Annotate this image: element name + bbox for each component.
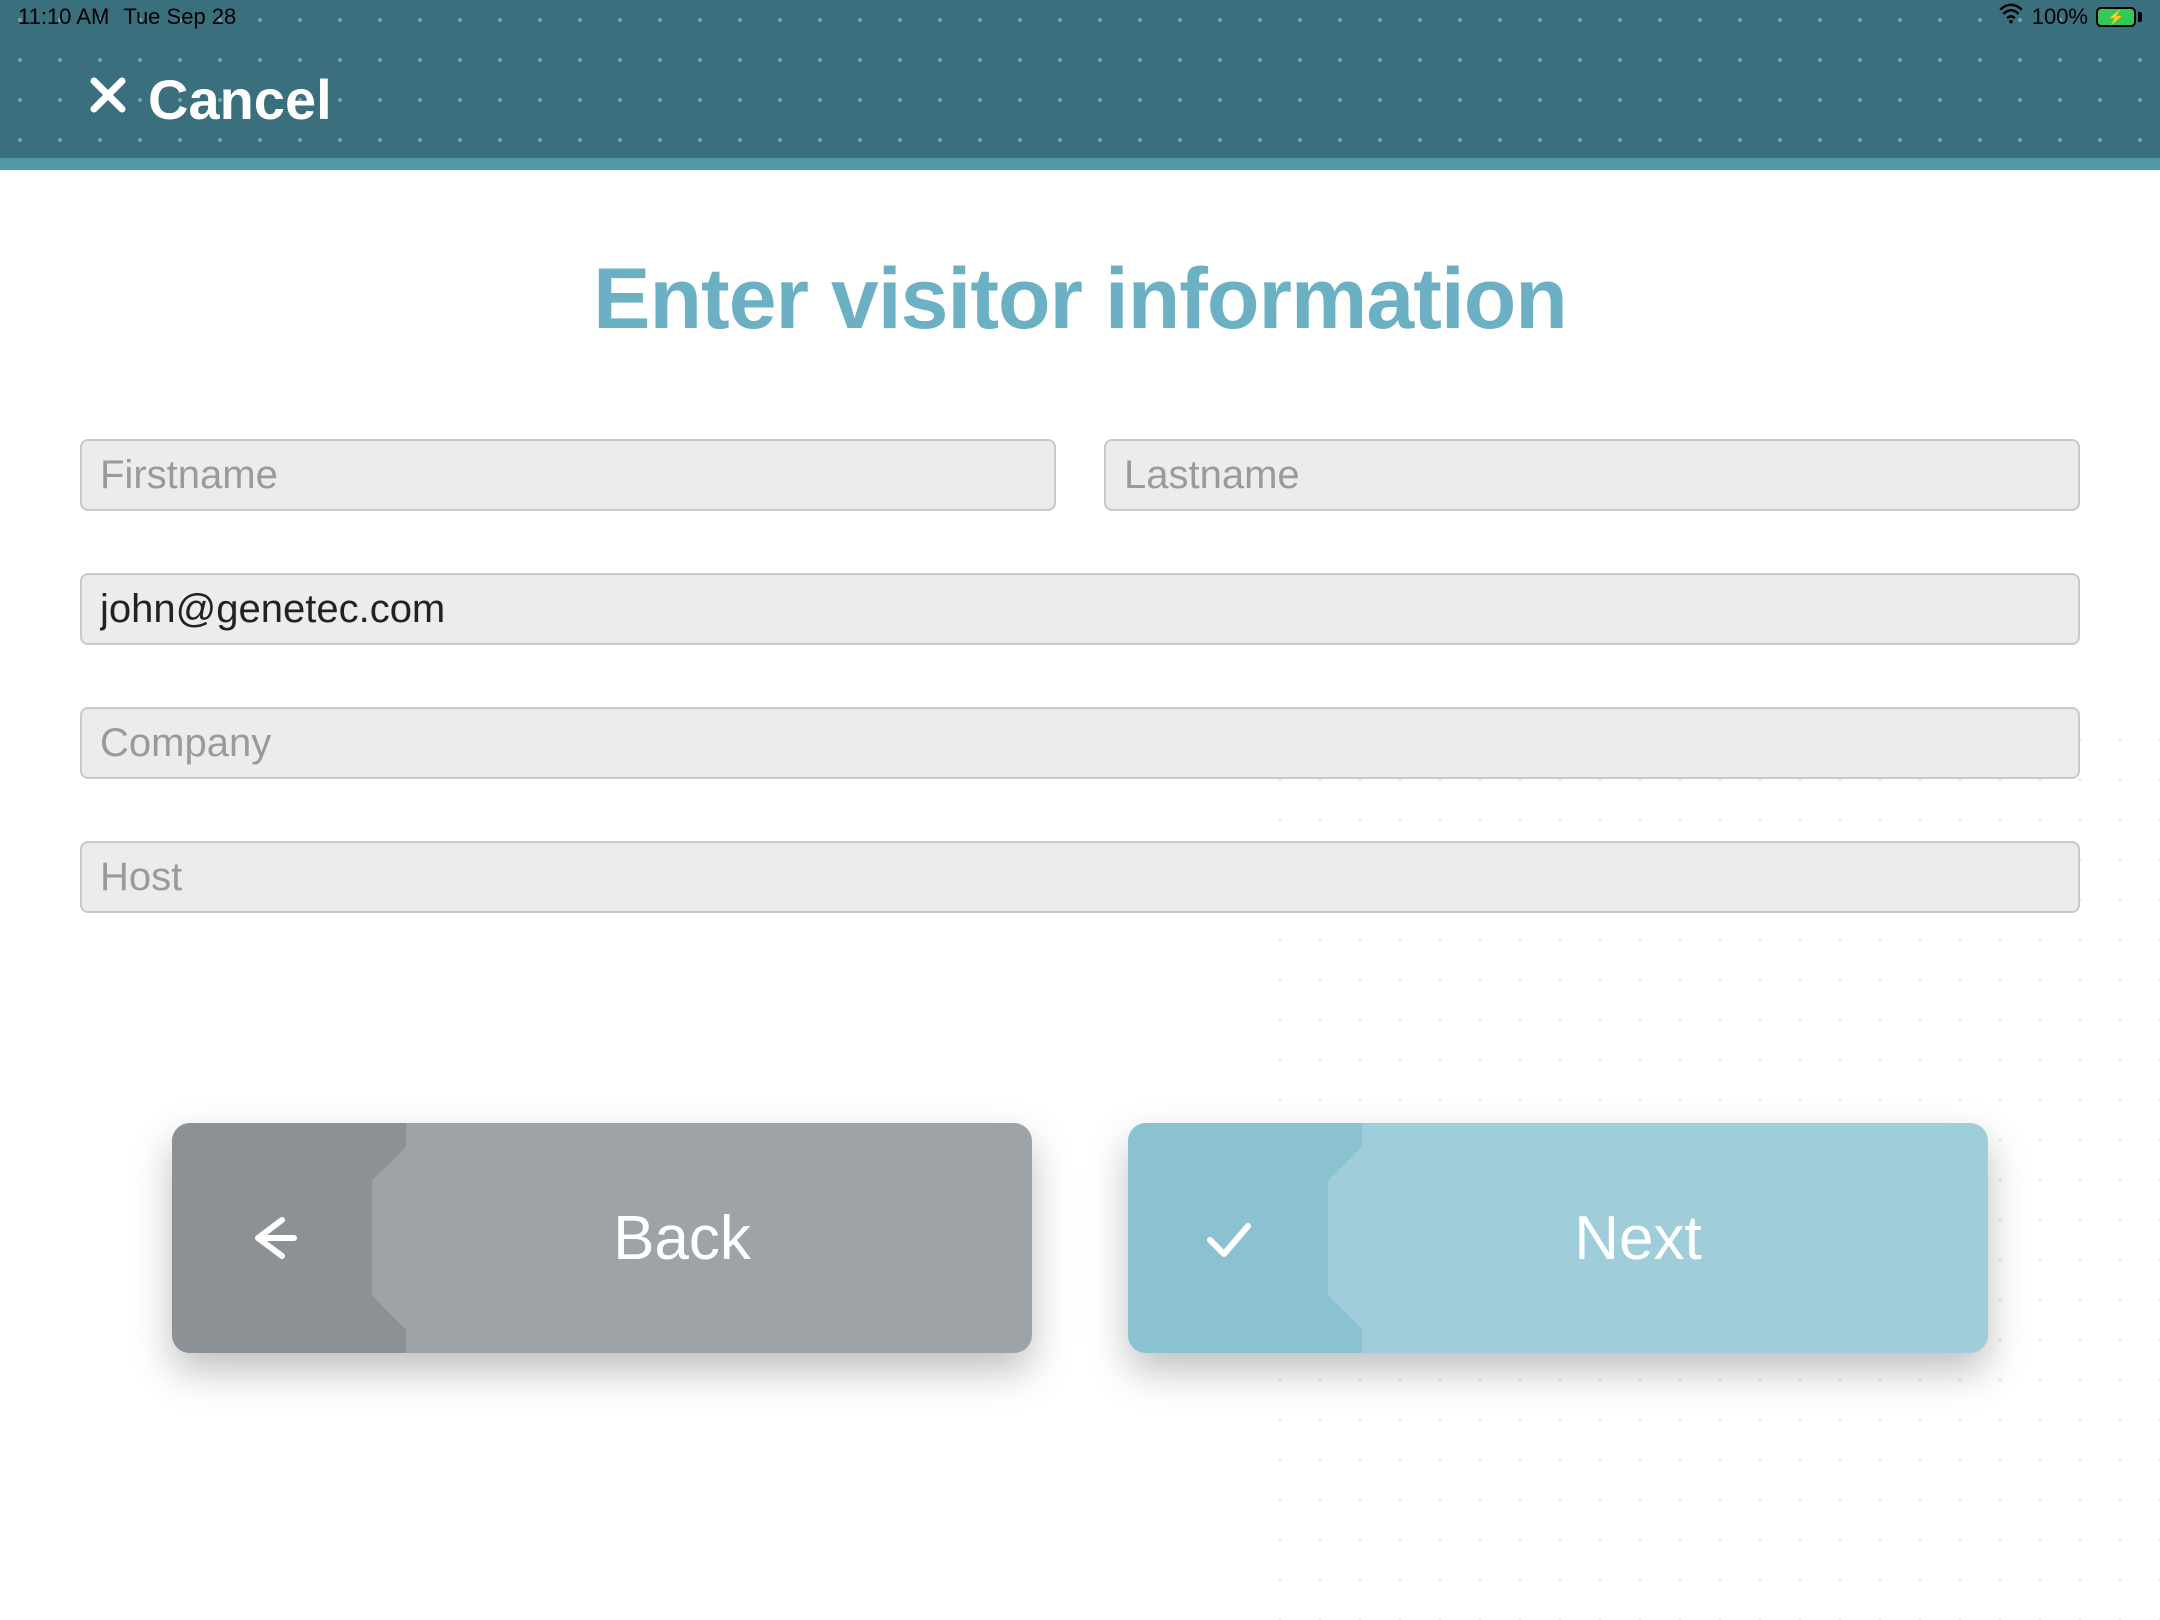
header-accent-bar	[0, 158, 2160, 170]
cancel-label: Cancel	[148, 67, 332, 132]
back-label: Back	[372, 1203, 1032, 1274]
host-field[interactable]	[80, 841, 2080, 913]
battery-percentage: 100%	[2032, 4, 2088, 30]
company-field[interactable]	[80, 707, 2080, 779]
wifi-icon	[1998, 1, 2024, 33]
cancel-button[interactable]: Cancel	[88, 67, 332, 132]
status-time: 11:10 AM	[18, 4, 109, 30]
next-label: Next	[1328, 1203, 1988, 1274]
action-buttons: Back Next	[80, 1123, 2080, 1353]
main-content: Enter visitor information Back	[0, 170, 2160, 1620]
page-title: Enter visitor information	[80, 250, 2080, 349]
back-button[interactable]: Back	[172, 1123, 1032, 1353]
close-icon	[88, 75, 128, 124]
firstname-field[interactable]	[80, 439, 1056, 511]
battery-icon: ⚡	[2096, 7, 2142, 27]
status-date: Tue Sep 28	[123, 4, 236, 30]
visitor-form	[80, 439, 2080, 913]
email-field[interactable]	[80, 573, 2080, 645]
check-icon	[1128, 1123, 1328, 1353]
lastname-field[interactable]	[1104, 439, 2080, 511]
arrow-left-icon	[172, 1123, 372, 1353]
next-button[interactable]: Next	[1128, 1123, 1988, 1353]
status-bar: 11:10 AM Tue Sep 28 100% ⚡	[0, 0, 2160, 34]
